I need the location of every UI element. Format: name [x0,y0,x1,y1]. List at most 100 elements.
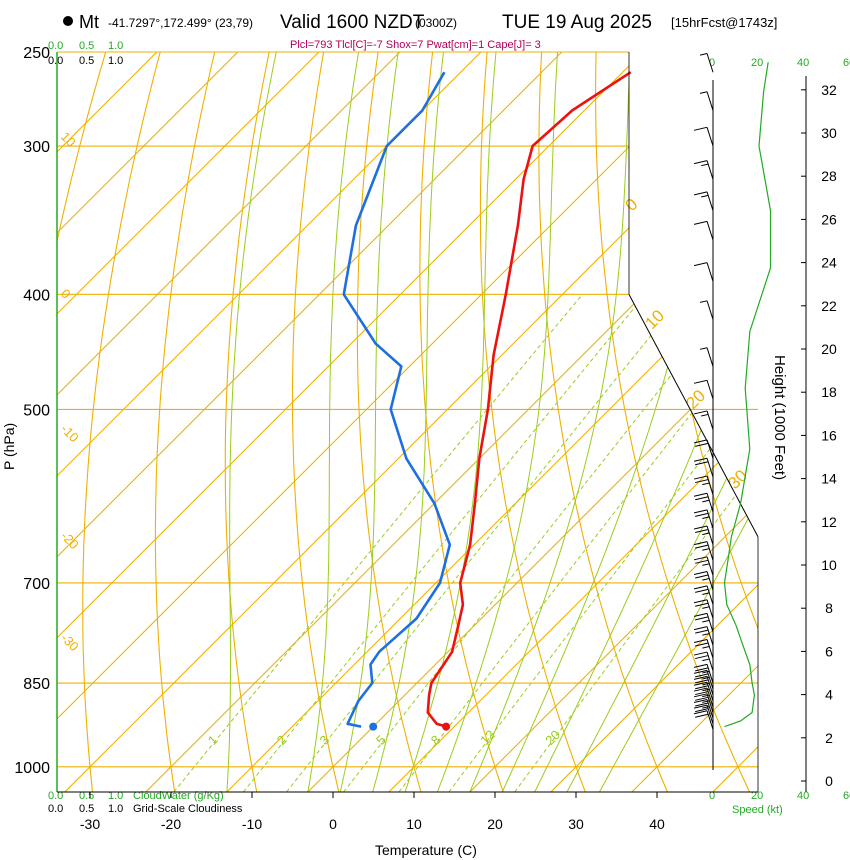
wind-barb [693,475,714,495]
wind-barb-half-flag [699,53,708,56]
isotherm-line [57,52,725,792]
height-tick-label: 0 [825,773,833,789]
wind-barb-half-flag [702,532,710,536]
wind-barb-flag [693,379,708,384]
wind-barb [693,492,714,513]
speed-top-0: 0 [709,57,715,69]
speed-top-40: 40 [797,57,809,69]
height-tick-label: 26 [821,211,837,227]
isotherm-line [57,52,320,792]
dry-adiabat-line [814,52,850,792]
mixing-ratio-label: 20 [542,727,563,748]
wind-barb [693,525,714,545]
wind-barb-staff [706,53,714,73]
mixing-ratio-line [514,294,758,792]
wind-barb-half-flag [702,658,710,662]
wind-barb-flag [695,691,709,696]
height-tick-label: 6 [825,643,833,659]
dry-adiabat-line [538,52,669,792]
wind-barb-flag [695,702,709,707]
height-tick-label: 28 [821,168,837,184]
wind-barb [693,509,714,529]
moist-adiabat-line [404,52,497,792]
wind-barb-flag [693,492,708,497]
wind-barb [693,160,714,180]
wind-barb-flag [693,160,708,165]
x-axis-label: Temperature (C) [375,842,477,858]
dry-adiabat-label: 10 [58,129,79,150]
pressure-tick-label: 250 [23,45,50,62]
isotherm-line [550,52,758,792]
speed-bottom-40: 40 [797,790,809,802]
wind-barb [693,220,714,241]
wind-barb-flag [695,588,709,593]
wind-barb-half-flag [702,700,710,703]
mixing-ratio-line [173,294,583,792]
pressure-tick-label: 1000 [14,760,50,777]
bottom-green-0: 0.0 [48,790,63,802]
wind-barb-flag [693,599,708,604]
wind-barb-staff [706,541,714,561]
height-tick-label: 18 [821,384,837,400]
wind-barb-flag [695,512,709,517]
speed-bottom-60: 60 [843,790,850,802]
wind-barb-staff [706,410,714,430]
wind-barb-staff [706,221,714,241]
isotherm-layer [57,52,758,792]
wind-barb [693,571,714,591]
dry-adiabat-line [291,52,340,792]
wind-barb-flag [693,556,708,561]
wind-barb-flag [693,126,708,131]
wind-barb [693,663,714,684]
dry-adiabat-label: -10 [58,421,82,445]
pressure-tick-label: 500 [23,402,50,419]
pressure-tick-label: 400 [23,287,50,304]
wind-barb-half-flag [701,194,709,198]
bottom-black-0: 0.0 [48,803,63,815]
wind-barb-flag [695,496,709,501]
isotherm-line [469,52,758,792]
height-tick-label: 20 [821,341,837,357]
wind-barb-layer [693,53,772,770]
pressure-tick-label: 300 [23,139,50,156]
wind-barb [693,699,714,719]
speed-bottom-0: 0 [709,790,715,802]
top-green-1: 0.5 [79,40,94,52]
height-tick-label: 4 [825,687,833,703]
top-green-0: 0.0 [48,40,63,52]
wind-barb-staff [706,300,714,320]
cloudiness-legend: Grid-Scale Cloudiness [133,803,243,815]
wind-barb [693,585,714,605]
wind-barb-flag [695,713,709,718]
mixing-ratio-line [343,294,736,792]
location-dot-icon [63,16,73,26]
y-axis-label: P (hPa) [1,423,17,470]
wind-barb-flag [693,509,708,514]
wind-barb-flag [693,687,708,692]
moist-adiabat-line [566,52,758,792]
wind-barb [693,262,714,282]
wind-barb-half-flag [702,676,710,680]
height-tick-label: 30 [821,125,837,141]
wind-barb-flag [695,529,709,533]
wind-barb-flag [693,585,708,590]
height-tick-label: 8 [825,600,833,616]
wind-barb-flag [693,541,708,546]
temperature-tick-label: 20 [487,816,503,832]
height-tick-label: 2 [825,730,833,746]
wind-barb [693,410,714,430]
isotherm-line [307,52,758,792]
wind-barb [693,457,714,478]
valid-date: TUE 19 Aug 2025 [502,12,652,33]
temperature-tick-label: 0 [329,816,337,832]
isotherm-label: 0 [621,195,641,215]
dry-adiabat-layer [57,52,850,792]
wind-barb-half-flag [702,645,710,649]
wind-barb [693,191,714,211]
bottom-black-2: 1.0 [108,803,123,815]
wind-barb-flag [693,699,708,703]
wind-barb [699,53,714,73]
temperature-profile-line [426,71,632,728]
wind-barb-flag [695,667,709,672]
cloudwater-legend: CloudWater (g/Kg) [133,790,224,802]
